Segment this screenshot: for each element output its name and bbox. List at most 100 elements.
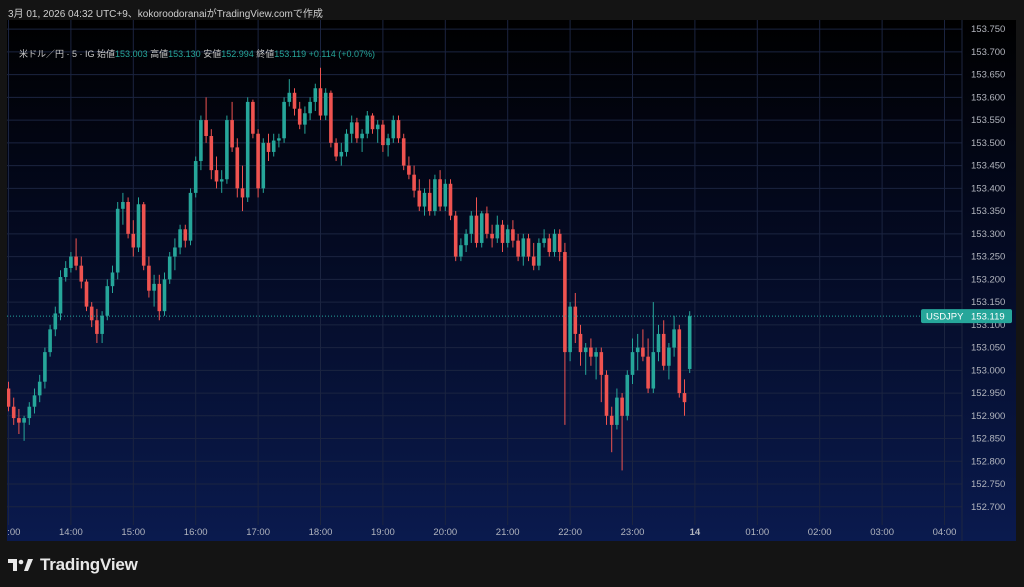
candle-body (635, 347, 640, 353)
candle-body (53, 313, 58, 330)
legend-close-label: 終値 (256, 49, 275, 59)
candle-body (240, 188, 245, 198)
candle-body (495, 224, 500, 239)
y-tick-label: 152.850 (971, 434, 1005, 445)
x-tick-label: 14 (690, 527, 701, 538)
candle-body (583, 347, 588, 353)
candle-body (573, 306, 578, 334)
candle-body (89, 306, 94, 321)
legend-open-label: 始値 (97, 49, 116, 59)
candle-body (537, 242, 541, 266)
candle-body (121, 201, 125, 209)
candle-body (453, 215, 458, 257)
y-tick-label: 153.700 (971, 47, 1005, 58)
y-tick-label: 153.100 (971, 320, 1005, 331)
price-tag-symbol: USDJPY (926, 312, 964, 323)
candle-body (292, 92, 297, 109)
candle-body (552, 233, 557, 253)
candle-body (412, 174, 416, 191)
candle-body (308, 101, 312, 114)
candle-body (656, 333, 661, 353)
candle-body (568, 306, 572, 353)
candle-body (152, 283, 156, 291)
candle-body (360, 133, 364, 139)
x-tick-label: 19:00 (371, 527, 395, 538)
candle-body (84, 281, 89, 307)
y-tick-label: 152.950 (971, 388, 1005, 399)
candle-body (323, 92, 328, 116)
candle-body (261, 142, 266, 189)
candlestick-chart[interactable]: 153.750 153.700 153.650 153.600 153.550 153.5… (7, 20, 1016, 541)
candle-body (219, 179, 224, 182)
candle-body (282, 101, 286, 139)
candle-body (183, 229, 188, 241)
y-tick-label: 152.800 (971, 456, 1005, 467)
x-tick-label: 21:00 (496, 527, 520, 538)
candle-body (17, 418, 21, 423)
y-tick-label: 152.750 (971, 479, 1005, 490)
candle-body (110, 272, 115, 287)
y-tick-label: 153.650 (971, 70, 1005, 81)
candle-body (464, 233, 468, 246)
candle-body (126, 201, 130, 234)
candle-body (344, 133, 349, 152)
legend-high-value: 153.130 (168, 49, 201, 59)
candle-body (578, 333, 583, 353)
y-tick-label: 153.600 (971, 92, 1005, 103)
price-tag-background (921, 309, 1012, 324)
candle-body (303, 113, 307, 125)
footer: TradingView (8, 553, 138, 577)
y-tick-label: 153.450 (971, 161, 1005, 172)
candle-body (620, 397, 624, 416)
candle-body (365, 115, 370, 134)
candle-body (500, 224, 505, 243)
candle-body (271, 140, 276, 152)
tradingview-brand: TradingView (40, 555, 138, 574)
y-tick-label: 152.700 (971, 502, 1005, 513)
candle-body (381, 124, 385, 146)
chart-area[interactable]: 153.750 153.700 153.650 153.600 153.550 153.5… (7, 20, 1016, 541)
y-tick-label: 152.900 (971, 411, 1005, 422)
candle-body (687, 316, 692, 369)
x-tick-label: 22:00 (558, 527, 582, 538)
candle-body (131, 233, 136, 248)
candle-body (58, 277, 63, 314)
candle-body (329, 92, 333, 143)
candle-body (641, 347, 645, 357)
candle-body (230, 120, 234, 148)
candle-body (557, 233, 562, 253)
x-tick-label: 01:00 (745, 527, 769, 538)
candle-body (677, 329, 682, 394)
candle-body (115, 208, 120, 273)
candle-body (95, 320, 99, 334)
candle-body (178, 229, 182, 248)
candle-body (386, 138, 390, 146)
x-tick-label: 20:00 (433, 527, 457, 538)
chart-attribution: 3月 01, 2026 04:32 UTC+9、kokoroodoranaiがT… (8, 9, 323, 20)
candle-body (672, 329, 676, 348)
candle-body (511, 229, 515, 241)
candle-body (313, 88, 318, 102)
candle-body (599, 352, 604, 375)
candle-body (245, 101, 250, 198)
y-tick-label: 153.150 (971, 297, 1005, 308)
candle-body (604, 374, 609, 416)
candle-body (7, 388, 11, 407)
candle-body (277, 138, 281, 141)
candle-body (625, 374, 630, 416)
candle-body (32, 395, 37, 407)
candle-body (235, 147, 240, 189)
candle-body (417, 190, 422, 207)
x-tick-label: 04:00 (933, 527, 957, 538)
candle-body (651, 352, 656, 389)
candle-body (547, 238, 552, 253)
candle-body (391, 120, 396, 139)
candle-body (297, 108, 302, 125)
candle-body (589, 347, 593, 357)
candle-body (375, 124, 380, 130)
candle-body (147, 265, 151, 291)
candle-body (531, 256, 536, 266)
candle-body (438, 179, 442, 207)
candle-body (199, 120, 203, 162)
candle-body (433, 179, 437, 212)
